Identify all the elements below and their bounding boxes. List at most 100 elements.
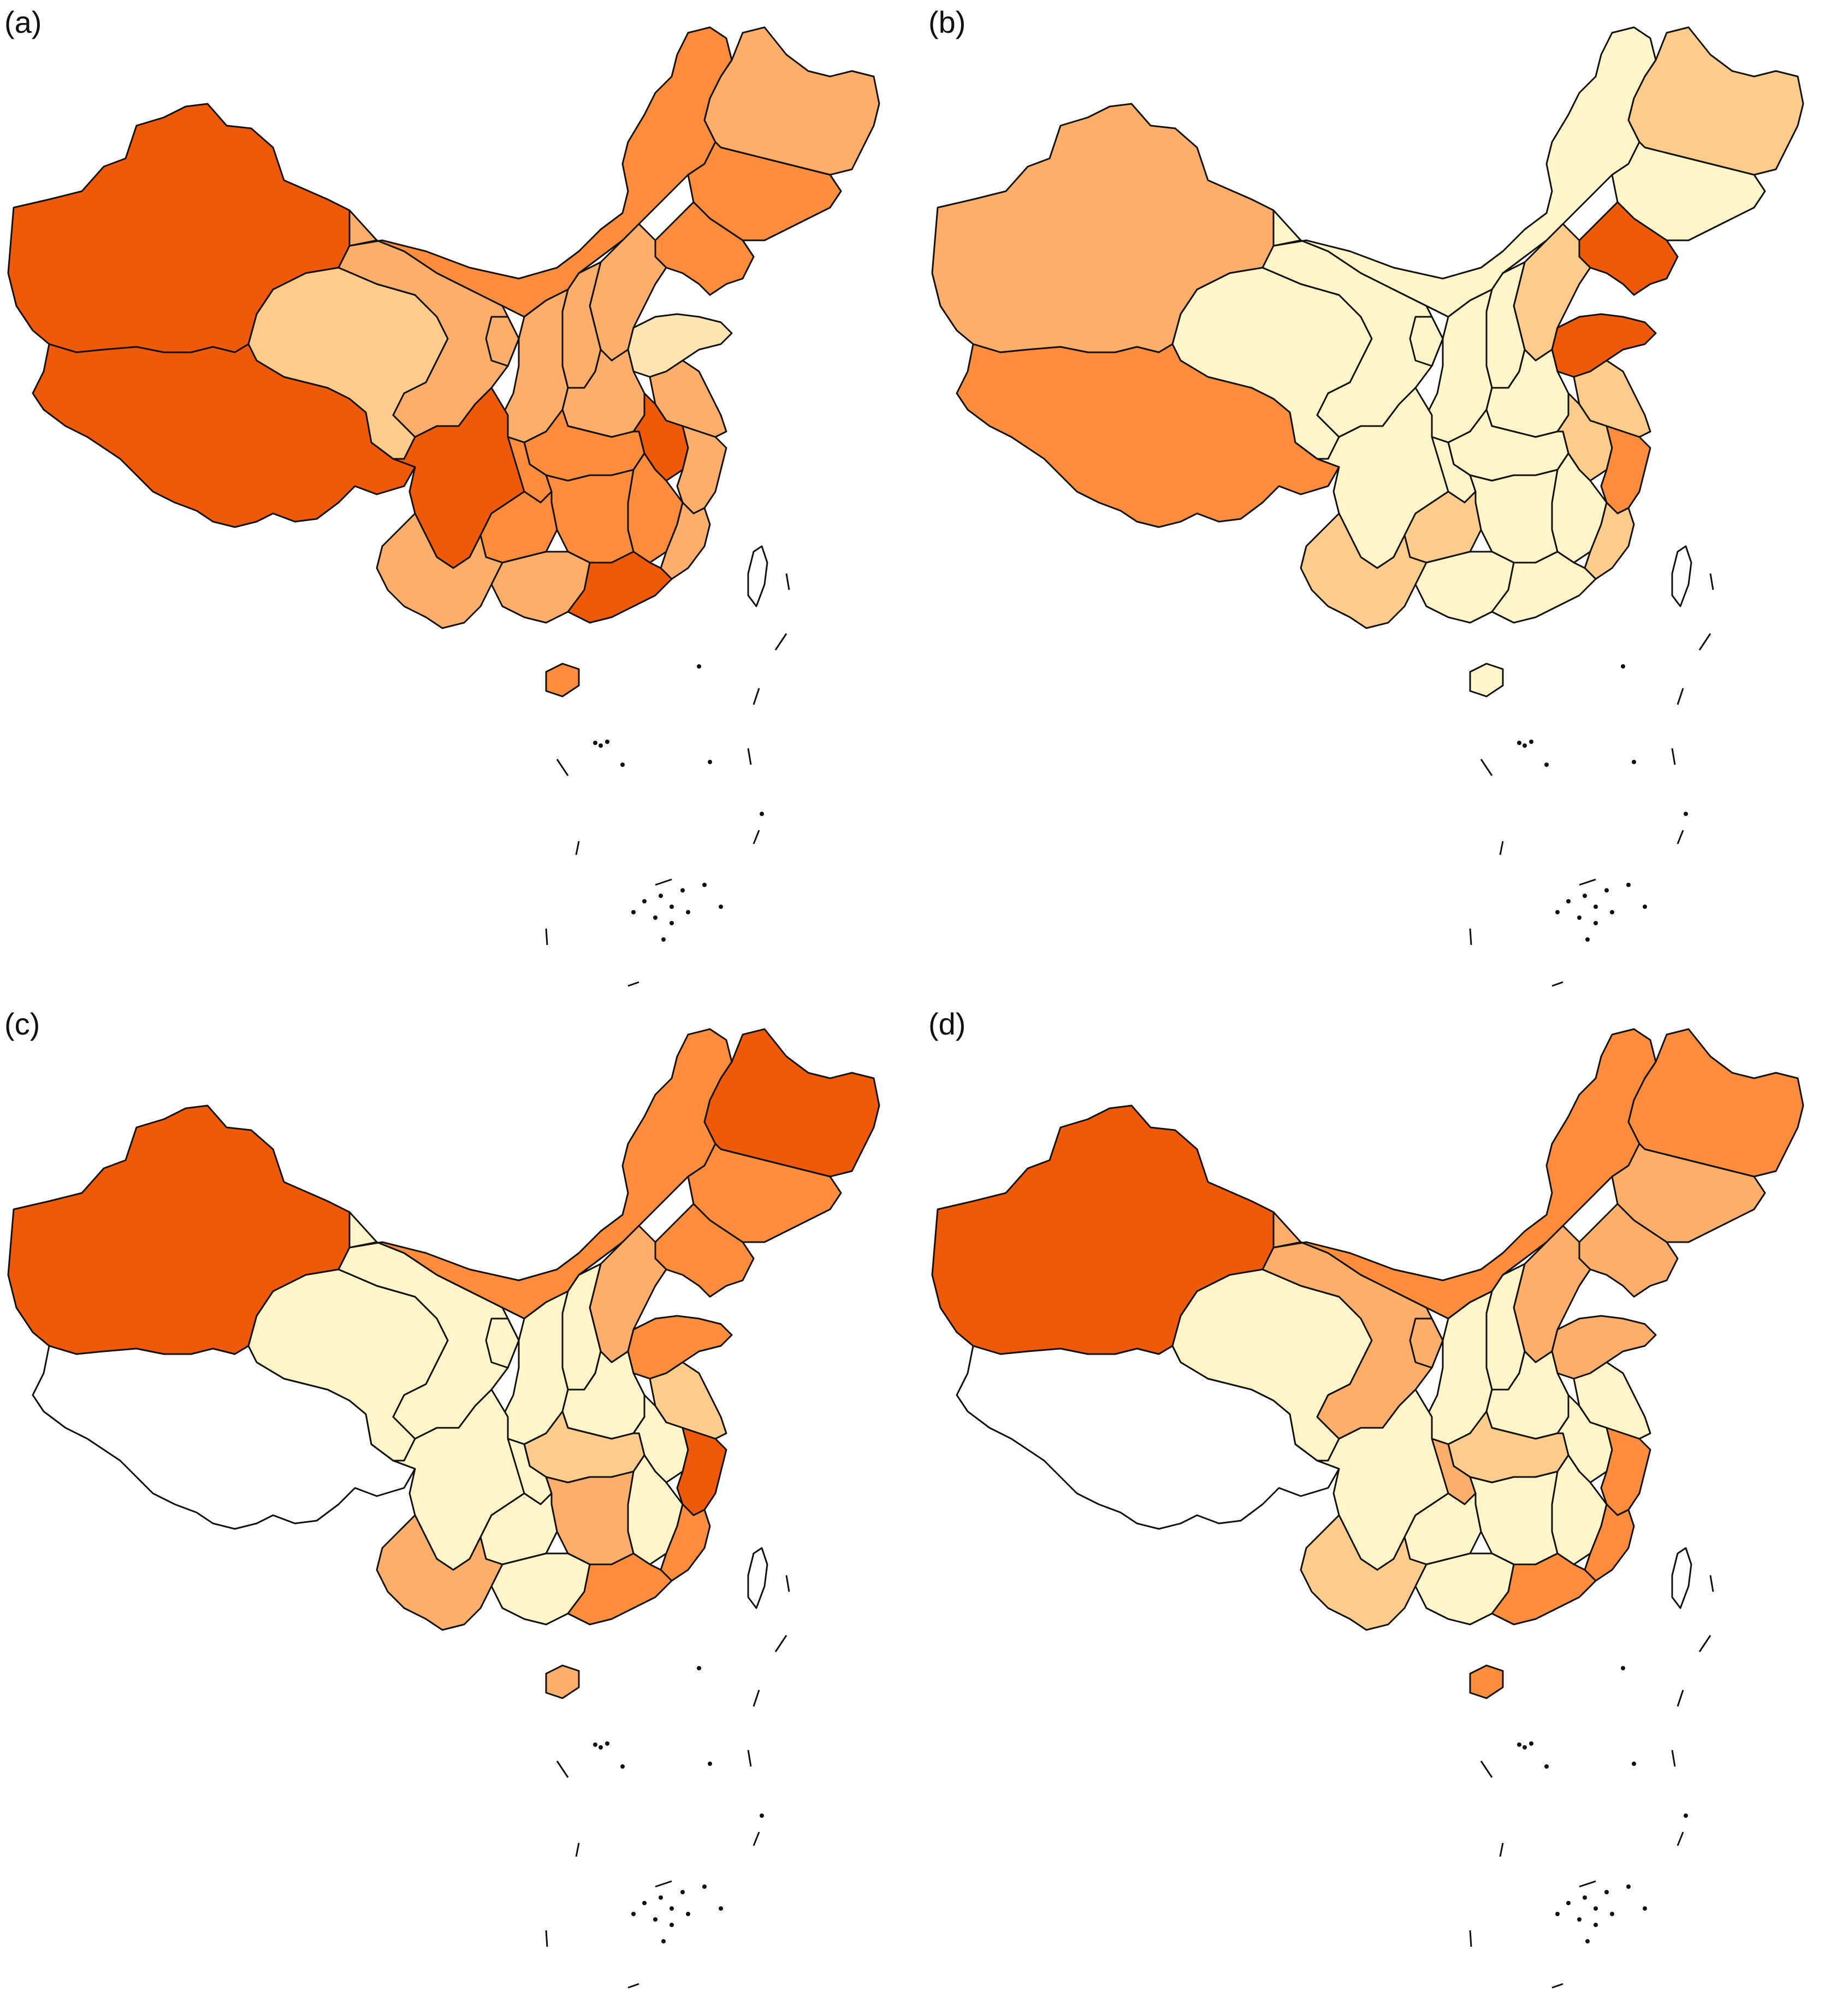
island-dot (702, 1884, 707, 1889)
province-hunan (545, 469, 635, 564)
island-dot (1594, 1906, 1598, 1911)
panel-label: (c) (4, 1007, 40, 1041)
island-outline (627, 981, 639, 987)
island-outline (1671, 748, 1676, 765)
island-outline (1499, 841, 1504, 855)
island-outline (1677, 1831, 1684, 1846)
island-dot (661, 937, 666, 942)
island-outline (785, 573, 790, 590)
island-outline (1579, 1880, 1596, 1888)
province-heilongjiang (1627, 1028, 1804, 1178)
island-outline (556, 759, 569, 776)
island-outline (655, 878, 672, 886)
island-dot (1544, 763, 1549, 767)
panel-label: (b) (928, 5, 966, 39)
choropleth-map (931, 1028, 1804, 1989)
island-outline (1469, 928, 1472, 946)
island-outline (575, 1842, 580, 1857)
province-heilongjiang (1627, 26, 1804, 176)
island-dot (1604, 888, 1609, 893)
island-dot (1555, 910, 1560, 914)
province-shandong (627, 313, 733, 378)
island-dot (653, 1917, 658, 1922)
island-dot (1594, 921, 1598, 925)
island-outline (1698, 633, 1711, 651)
choropleth-map (931, 26, 1804, 987)
island-dot (1604, 1890, 1609, 1894)
island-dot (686, 1912, 690, 1916)
province-fujian (1584, 501, 1635, 580)
island-dot (1643, 905, 1647, 909)
island-dot (1621, 664, 1625, 669)
province-taiwan (747, 1547, 768, 1609)
island-outline (785, 1575, 790, 1592)
island-dot (653, 915, 658, 920)
island-dot (719, 905, 723, 909)
province-hunan (1469, 1470, 1559, 1565)
island-outline (774, 1635, 787, 1652)
island-dot (1523, 743, 1527, 748)
province-shandong (627, 1315, 733, 1380)
island-dot (1626, 1884, 1631, 1889)
map-panel-d: (d) (924, 1002, 1848, 2003)
province-tibet (956, 343, 1340, 528)
island-dot (1585, 1939, 1590, 1943)
island-outline (1499, 1842, 1504, 1857)
province-liaoning (654, 1203, 755, 1298)
island-dot (593, 741, 597, 745)
island-dot (1583, 1895, 1587, 1900)
island-outline (545, 928, 548, 946)
island-dot (708, 760, 712, 764)
island-dot (605, 740, 609, 744)
province-guangdong (567, 551, 673, 624)
island-dot (1517, 1742, 1521, 1747)
island-dot (1529, 1741, 1533, 1746)
province-guangdong (567, 1552, 673, 1626)
map-panel-b: (b) (924, 0, 1848, 1001)
island-outline (1579, 878, 1596, 886)
island-dot (1684, 1813, 1688, 1818)
province-hainan (545, 663, 580, 698)
province-taiwan (1671, 1547, 1692, 1609)
province-tibet (32, 1345, 416, 1530)
island-outline (1671, 1750, 1676, 1767)
province-heilongjiang (703, 1028, 880, 1178)
island-dot (670, 1923, 674, 1927)
island-dot (593, 1742, 597, 1747)
island-dot (1684, 812, 1688, 816)
island-outline (1480, 1760, 1493, 1778)
island-dot (599, 743, 603, 748)
island-dot (599, 1745, 603, 1750)
island-outline (774, 633, 787, 651)
island-dot (659, 894, 663, 898)
island-dot (670, 905, 674, 909)
province-ningxia (485, 316, 520, 367)
island-dot (1577, 1917, 1582, 1922)
island-dot (1594, 905, 1598, 909)
province-liaoning (654, 201, 755, 296)
island-outline (753, 1689, 760, 1707)
island-dot (697, 1666, 701, 1670)
map-panel-a: (a) (0, 0, 924, 1001)
province-hunan (545, 1470, 635, 1565)
island-dot (1517, 741, 1521, 745)
map-panel-c: (c) (0, 1002, 924, 2003)
province-yunnan (376, 512, 504, 629)
province-hunan (1469, 469, 1559, 564)
province-shandong (1551, 1315, 1657, 1380)
island-outline (1469, 1930, 1472, 1947)
island-dot (631, 1912, 636, 1916)
island-dot (680, 888, 685, 893)
province-hainan (1469, 663, 1504, 698)
province-fujian (660, 501, 711, 580)
island-outline (1677, 1689, 1684, 1707)
island-outline (753, 1831, 760, 1846)
island-dot (1544, 1764, 1549, 1769)
island-outline (1551, 1983, 1563, 1989)
panel-label: (a) (4, 5, 42, 39)
island-dot (1529, 740, 1533, 744)
island-dot (605, 1741, 609, 1746)
island-outline (627, 1983, 639, 1989)
island-dot (1585, 937, 1590, 942)
island-dot (642, 899, 647, 903)
